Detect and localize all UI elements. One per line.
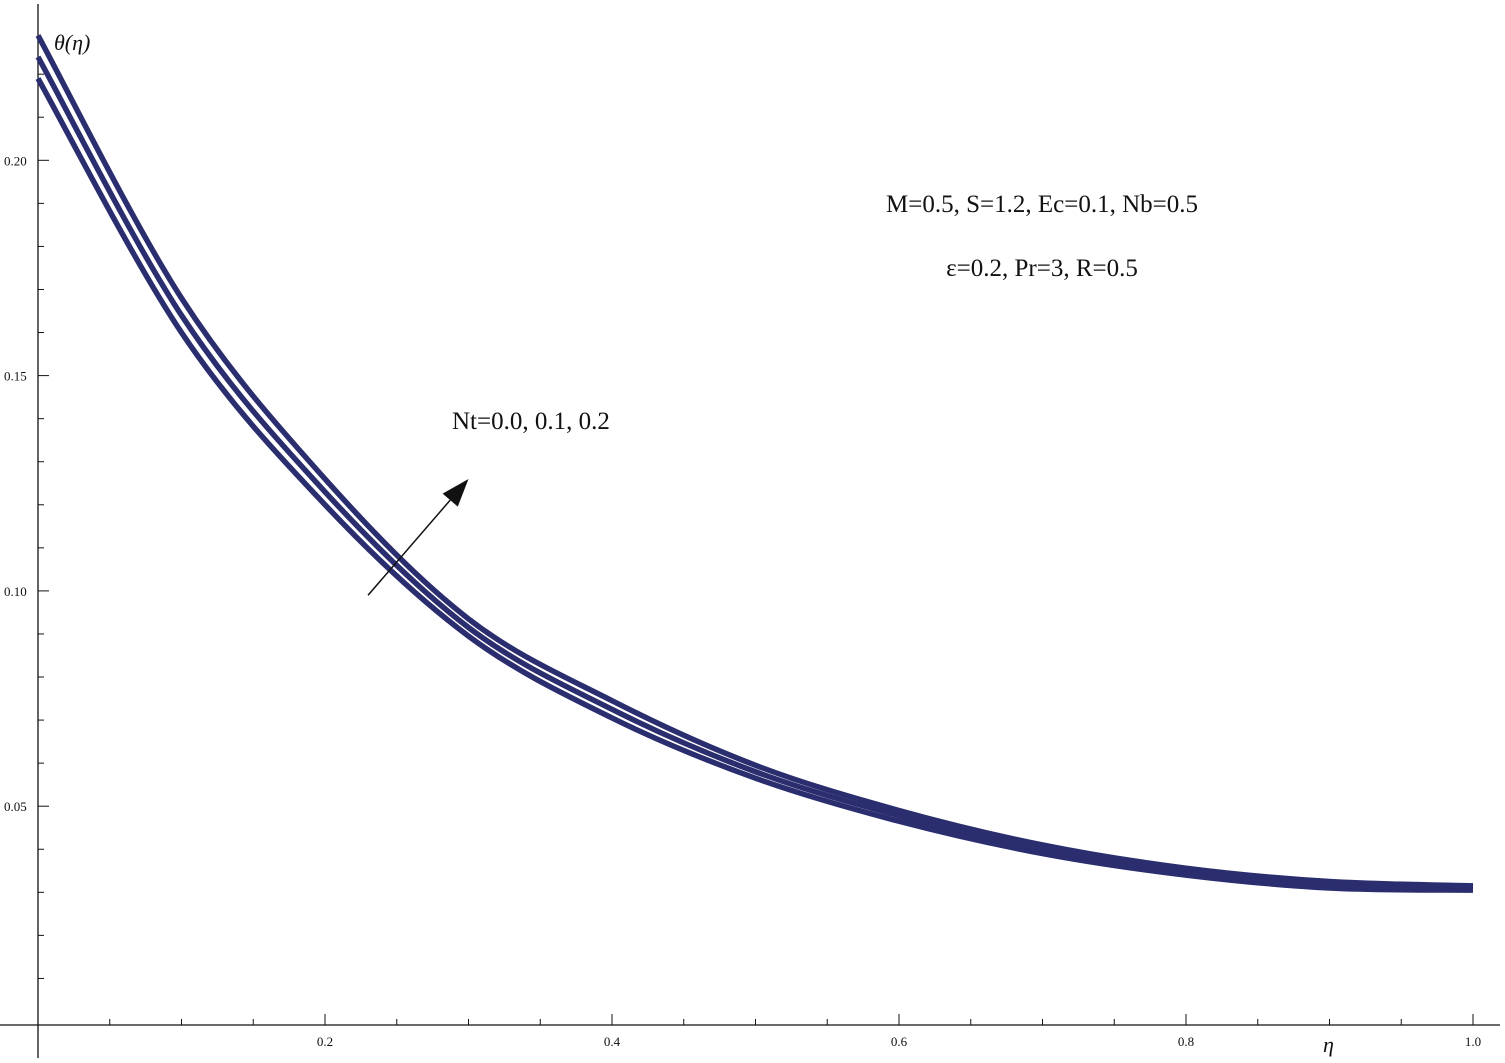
x-tick-label: 0.4 xyxy=(604,1034,621,1049)
axes: 0.2 0.4 0.6 0.8 1.0 0.05 0.10 0.15 0.20 xyxy=(0,4,1500,1058)
y-axis-label: θ(η) xyxy=(54,30,90,55)
x-axis-label: η xyxy=(1323,1032,1334,1057)
y-tick-label: 0.10 xyxy=(4,584,27,599)
parameters-line-1: M=0.5, S=1.2, Ec=0.1, Nb=0.5 xyxy=(886,191,1198,218)
x-tick-label: 1.0 xyxy=(1465,1034,1481,1049)
curves xyxy=(35,34,1474,893)
theta-curve-3 xyxy=(35,34,1474,889)
y-tick-label: 0.20 xyxy=(4,153,27,168)
parameters-line-2: ε=0.2, Pr=3, R=0.5 xyxy=(946,255,1138,282)
theta-curve-2 xyxy=(35,55,1474,891)
y-tick-label: 0.05 xyxy=(4,799,27,814)
x-tick-label: 0.8 xyxy=(1178,1034,1194,1049)
nt-arrow-head xyxy=(442,478,469,507)
y-tick-label: 0.15 xyxy=(4,369,27,384)
nt-arrow-shaft xyxy=(367,499,451,596)
theta-curve-1 xyxy=(35,77,1474,893)
x-tick-label: 0.2 xyxy=(317,1034,333,1049)
x-tick-label: 0.6 xyxy=(891,1034,908,1049)
nt-arrow-label: Nt=0.0, 0.1, 0.2 xyxy=(452,408,610,435)
annotations: θ(η) η M=0.5, S=1.2, Ec=0.1, Nb=0.5 ε=0.… xyxy=(54,30,1334,1057)
